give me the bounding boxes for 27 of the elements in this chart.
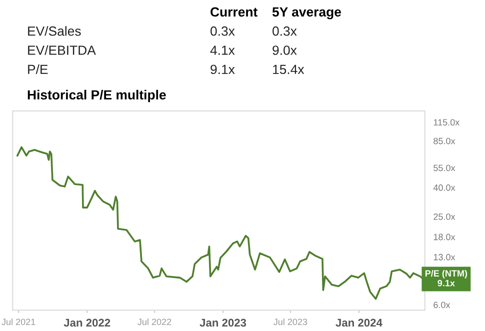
data-label: 4.1x [210,46,235,55]
text: Current [210,7,258,17]
y-tick-label: 40.0x [433,184,456,191]
category-label: P/E [28,64,48,74]
data-label: 9.1x [210,64,235,74]
x-tick-label: Jul 2022 [138,318,172,326]
chart-title: Historical P/E multiple [28,90,166,102]
data-label: 9.0x [272,46,297,55]
text: 5Y average [272,7,342,20]
category-label: EV/EBITDA [28,45,96,55]
y-tick-label: 115.0x [434,119,460,126]
y-tick-label: 18.0x [434,234,456,240]
y-tick-label: 6.0x [434,302,450,308]
x-tick-label: Jan 2022 [64,318,110,327]
data-label: 0.3x [210,26,235,36]
y-tick-label: 55.0x [434,164,456,172]
y-tick-label: 25.0x [434,213,456,220]
y-tick-label: 85.0x [434,138,456,144]
x-tick-label: Jan 2024 [336,318,382,327]
annotation: P/E (NTM) 9.1x [425,270,468,286]
x-tick-label: Jan 2023 [200,318,246,327]
x-tick-label: Jul 2021 [2,318,36,326]
x-tick-label: Jul 2023 [274,318,308,326]
data-label: 0.3x [272,26,297,36]
data-label: 15.4x [273,64,304,74]
y-tick-label: 13.0x [434,254,456,260]
category-label: EV/Sales [28,26,81,36]
